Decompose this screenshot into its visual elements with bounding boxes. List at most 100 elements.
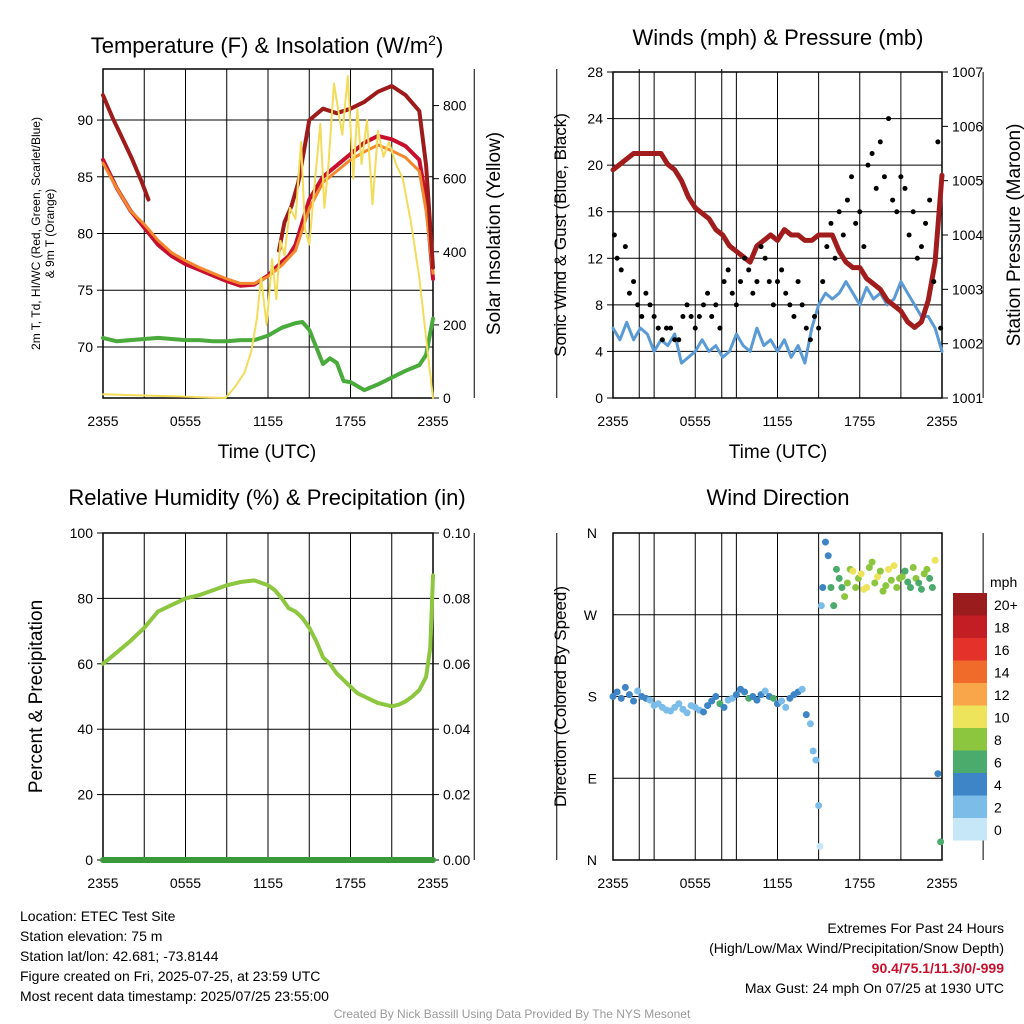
y-right-tick-label: 0.06 (443, 656, 470, 672)
direction-point (923, 565, 931, 573)
direction-point (876, 567, 884, 575)
legend-swatch (953, 773, 987, 796)
series-gust-point (816, 325, 822, 331)
extremes-subtitle: (High/Low/Max Wind/Precipitation/Snow De… (709, 940, 1004, 956)
direction-point (712, 693, 720, 700)
series-pressure-line (610, 151, 945, 330)
direction-point (937, 838, 945, 846)
series-gust-point (709, 314, 715, 319)
legend-label: 20+ (994, 597, 1018, 613)
direction-point (909, 564, 917, 572)
y-right-tick-label: 200 (443, 317, 467, 333)
direction-point (882, 582, 890, 590)
direction-point (890, 562, 898, 570)
series-gust-point (643, 290, 649, 296)
direction-point (849, 567, 857, 575)
y-left-tick-label: 80 (77, 226, 93, 242)
created-text: Figure created on Fri, 2025-07-25, at 23… (20, 968, 321, 984)
chart-title: Wind Direction (706, 485, 849, 510)
y-axis-label-line1: 2m T, Td, HI/WC (Red, Green, Scarlet/Blu… (29, 117, 43, 350)
series-gust-point (684, 302, 690, 308)
direction-point (634, 687, 642, 695)
direction-point (843, 579, 851, 587)
series-gust-point (807, 337, 813, 343)
direction-point (874, 573, 882, 581)
x-tick-label: 1155 (762, 413, 792, 429)
dir-tick-label: S (588, 689, 597, 705)
series-gust-point (733, 302, 739, 308)
series-gust-point (799, 302, 805, 308)
direction-point (852, 584, 860, 591)
series-gust-point (820, 279, 826, 285)
series-solar-line (102, 75, 434, 399)
direction-point (926, 574, 934, 582)
direction-point (824, 552, 832, 560)
series-gust-point (853, 220, 859, 226)
direction-point (915, 579, 923, 587)
series-gust-point (680, 314, 686, 319)
x-tick-label: 0555 (170, 413, 201, 429)
y-right-tick-label: 800 (443, 98, 467, 114)
y-left-tick-label: 24 (587, 111, 603, 127)
x-tick-label: 2355 (926, 413, 957, 429)
direction-point (832, 565, 840, 573)
legend-swatch (953, 615, 987, 638)
y-left-tick-label: 60 (77, 656, 93, 672)
y-left-tick-label: 80 (77, 590, 93, 606)
y-right-tick-label: 0.02 (443, 787, 470, 803)
legend-title: mph (990, 574, 1017, 590)
direction-point (885, 565, 893, 573)
legend-swatch (953, 638, 987, 661)
y-left-tick-label: 16 (587, 204, 603, 220)
direction-point (778, 697, 786, 705)
series-gust-point (923, 220, 929, 226)
series-gust-point (762, 255, 768, 261)
x-tick-label: 1155 (253, 413, 283, 429)
dir-tick-label: E (588, 770, 597, 786)
series-gust-point (849, 174, 855, 180)
direction-point (613, 688, 621, 696)
direction-point (879, 587, 887, 595)
x-tick-label: 2355 (87, 413, 118, 429)
credit-text: Created By Nick Bassill Using Data Provi… (333, 1007, 691, 1021)
x-tick-label: 1755 (335, 875, 366, 891)
series-gust-point (672, 337, 678, 343)
series-gust-point (622, 244, 628, 250)
series-gust-point (742, 255, 748, 261)
legend-swatch (953, 750, 987, 773)
direction-point (901, 567, 909, 575)
series-gust-point (688, 314, 694, 319)
x-tick-label: 2355 (87, 875, 118, 891)
legend-label: 4 (994, 777, 1002, 793)
direction-point (817, 602, 825, 610)
series-gust-point (803, 325, 809, 331)
y-right-tick-label: 1004 (952, 227, 983, 243)
y-right-tick-label: 0.08 (443, 590, 470, 606)
y-right-tick-label: 1001 (952, 390, 983, 406)
legend-label: 8 (994, 732, 1002, 748)
legend-label: 2 (994, 800, 1002, 816)
x-tick-label: 2355 (417, 413, 448, 429)
direction-point (827, 584, 835, 591)
direction-point (871, 579, 879, 587)
series-gust-point (824, 244, 830, 250)
y-right-tick-label: 1003 (952, 281, 983, 297)
series-gust-point (754, 279, 760, 285)
series-gust-point (886, 116, 892, 122)
panel-rh: 0 20 40 60 80 100 2355 0555 1155 1755 2355 Relative… (26, 485, 723, 891)
legend-swatch (953, 705, 987, 728)
y-left-tick-label: 40 (77, 721, 93, 737)
series-gust-point (770, 302, 776, 308)
y-left-tick-label: 4 (595, 343, 603, 359)
series-gust-point (746, 267, 752, 273)
series-gust-point (659, 337, 665, 343)
extremes-info: Extremes For Past 24 Hours (High/Low/Max… (709, 918, 1004, 998)
y-left-tick-label: 75 (77, 282, 93, 298)
legend-label: 16 (994, 642, 1010, 658)
legend-swatch (953, 683, 987, 706)
direction-point (819, 584, 827, 591)
series-gust-point (631, 279, 637, 285)
direction-point (708, 697, 716, 705)
series-gust-point (700, 302, 706, 308)
